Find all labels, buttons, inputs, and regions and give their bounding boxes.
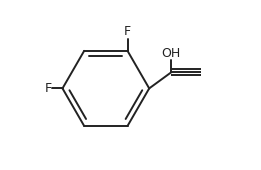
Text: F: F [45, 82, 52, 95]
Text: F: F [124, 26, 131, 38]
Text: OH: OH [162, 47, 181, 60]
